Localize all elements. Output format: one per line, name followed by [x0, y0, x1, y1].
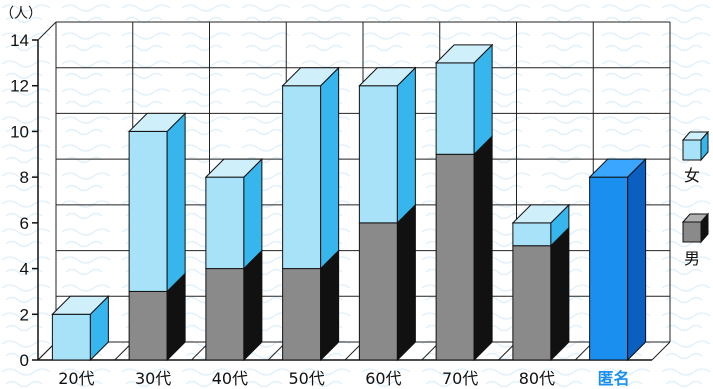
y-tick-label: 4	[20, 260, 29, 279]
legend-swatch-female	[682, 139, 702, 161]
bar-male-3	[282, 249, 340, 362]
x-tick-label: 匿名	[598, 369, 630, 388]
bar-female-1-front	[128, 130, 168, 292]
bar-male-3-side	[320, 249, 340, 362]
legend-swatch-male-side	[700, 212, 709, 244]
legend-label-male: 男	[684, 249, 700, 268]
x-tick-label: 70代	[442, 369, 478, 388]
floor-line	[651, 341, 671, 361]
bar-female-3	[281, 66, 340, 270]
bar-female-6-top	[511, 204, 571, 224]
y-tick-label: 14	[10, 31, 29, 50]
bar-female-1-side	[166, 112, 186, 293]
legend: 女 男	[681, 130, 710, 268]
bar-female-2	[204, 157, 264, 270]
bar-female-4-front	[358, 85, 398, 224]
bar-female-3-side	[320, 66, 340, 270]
bar-male-5-side	[473, 135, 493, 362]
bar-male-2	[205, 249, 263, 362]
bar-female-6	[511, 203, 571, 247]
y-tick-label: 12	[10, 77, 29, 96]
bar-anonymous-7	[588, 157, 647, 362]
x-axis-labels: 20代 30代 40代 50代 60代 70代 80代 匿名	[58, 369, 629, 388]
bar-male-4-front	[358, 222, 398, 361]
bar-female-0	[51, 295, 110, 362]
y-tick-label: 8	[20, 168, 29, 187]
bar-anonymous-7-top	[588, 158, 647, 178]
wall-edge	[37, 21, 57, 41]
bar-male-5-front	[435, 153, 475, 361]
x-tick-label: 80代	[519, 369, 555, 388]
bar-male-6-front	[512, 245, 552, 361]
legend-swatch-male	[682, 221, 702, 243]
bar-male-2-side	[243, 249, 263, 362]
bar-female-1-top	[127, 112, 187, 132]
bar-female-0-front	[51, 313, 91, 361]
legend-item-male: 男	[681, 212, 710, 268]
x-tick-label: 40代	[212, 369, 248, 388]
bar-female-5	[434, 43, 494, 156]
bar-female-4-side	[396, 66, 416, 225]
bar-female-1	[127, 112, 187, 293]
y-tick-label: 10	[10, 122, 29, 141]
y-tick-label: 6	[20, 214, 29, 233]
bar-male-1	[128, 272, 186, 362]
bar-female-4	[358, 66, 417, 225]
y-tick-label: 2	[20, 305, 29, 324]
bar-male-5	[435, 135, 493, 362]
x-tick-label: 20代	[58, 369, 94, 388]
bar-female-5-side	[473, 43, 493, 156]
bar-female-5-top	[434, 44, 494, 64]
y-tick-label: 0	[20, 351, 29, 370]
legend-label-female: 女	[684, 166, 700, 185]
bar-female-3-top	[281, 67, 340, 87]
bar-female-4-top	[358, 67, 417, 87]
x-tick-label: 30代	[135, 369, 171, 388]
bar-female-2-top	[204, 158, 264, 178]
bar-male-6	[512, 226, 570, 362]
bar-male-4	[358, 203, 416, 362]
bar-anonymous-7-side	[627, 157, 647, 362]
bar-female-3-front	[282, 85, 322, 270]
bar-male-3-front	[282, 268, 322, 361]
legend-item-female: 女	[681, 130, 710, 185]
bar-female-5-front	[435, 62, 475, 155]
x-tick-label: 60代	[365, 369, 401, 388]
legend-swatch-female-side	[700, 130, 709, 162]
bar-male-1-front	[128, 290, 168, 361]
bar-female-2-front	[205, 176, 245, 270]
y-unit-label: （人）	[0, 6, 42, 22]
bar-male-2-front	[205, 268, 245, 361]
x-tick-label: 50代	[288, 369, 324, 388]
bar-female-0-top	[51, 295, 110, 315]
bar-female-6-front	[512, 222, 552, 247]
bar-male-4-side	[396, 203, 416, 362]
bars	[51, 43, 647, 362]
bar-anonymous-7-front	[589, 176, 629, 361]
bar-male-6-side	[550, 226, 570, 362]
bar-female-2-side	[243, 157, 263, 270]
